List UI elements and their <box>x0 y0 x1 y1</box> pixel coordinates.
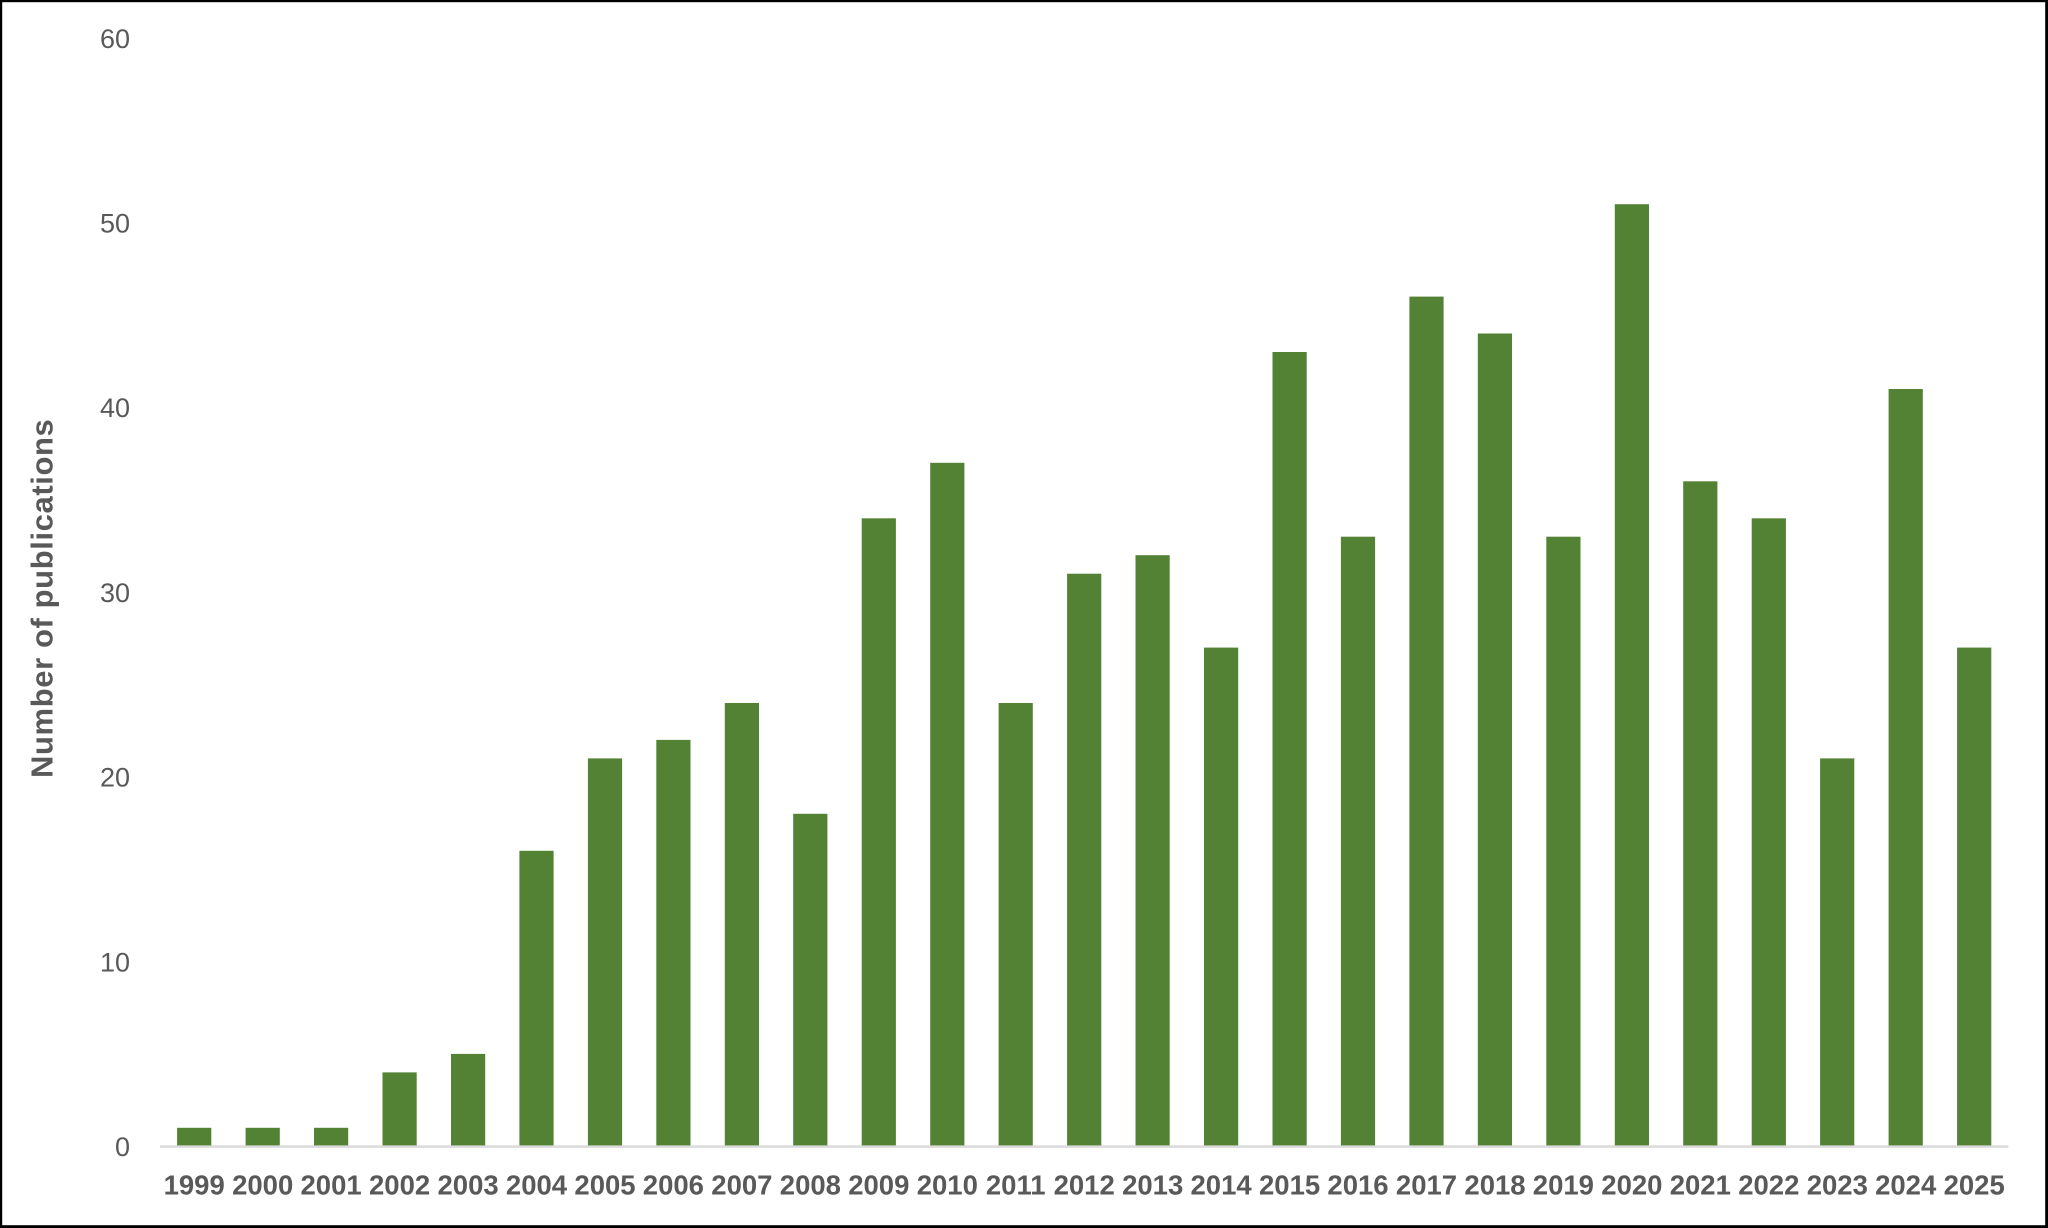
svg-text:2025: 2025 <box>1944 1170 2005 1201</box>
svg-text:2012: 2012 <box>1054 1170 1115 1201</box>
svg-text:60: 60 <box>100 24 130 54</box>
svg-text:2024: 2024 <box>1875 1170 1937 1201</box>
svg-text:2015: 2015 <box>1259 1170 1320 1201</box>
svg-text:2004: 2004 <box>506 1170 568 1201</box>
svg-text:2023: 2023 <box>1807 1170 1868 1201</box>
svg-text:30: 30 <box>100 578 130 608</box>
svg-text:2017: 2017 <box>1396 1170 1457 1201</box>
svg-text:2010: 2010 <box>917 1170 978 1201</box>
svg-text:2006: 2006 <box>643 1170 704 1201</box>
svg-text:1999: 1999 <box>164 1170 225 1201</box>
svg-text:0: 0 <box>115 1132 130 1162</box>
svg-text:2007: 2007 <box>711 1170 772 1201</box>
svg-text:2018: 2018 <box>1464 1170 1525 1201</box>
svg-text:2005: 2005 <box>574 1170 635 1201</box>
svg-text:2001: 2001 <box>301 1170 362 1201</box>
svg-text:2020: 2020 <box>1601 1170 1662 1201</box>
svg-text:50: 50 <box>100 209 130 239</box>
svg-text:2011: 2011 <box>986 1170 1046 1201</box>
svg-text:2019: 2019 <box>1533 1170 1594 1201</box>
svg-text:2009: 2009 <box>848 1170 909 1201</box>
svg-text:2014: 2014 <box>1191 1170 1253 1201</box>
svg-text:40: 40 <box>100 393 130 423</box>
svg-text:2016: 2016 <box>1327 1170 1388 1201</box>
svg-text:Number of publications: Number of publications <box>24 419 59 778</box>
svg-text:2000: 2000 <box>232 1170 293 1201</box>
svg-text:2008: 2008 <box>780 1170 841 1201</box>
svg-text:2003: 2003 <box>438 1170 499 1201</box>
svg-text:2013: 2013 <box>1122 1170 1183 1201</box>
svg-text:20: 20 <box>100 763 130 793</box>
svg-text:2022: 2022 <box>1738 1170 1799 1201</box>
svg-text:10: 10 <box>100 947 130 977</box>
svg-text:2021: 2021 <box>1670 1170 1731 1201</box>
svg-text:2002: 2002 <box>369 1170 430 1201</box>
